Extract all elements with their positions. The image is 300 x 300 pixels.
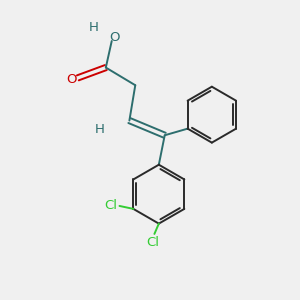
Text: O: O (66, 73, 76, 86)
Text: Cl: Cl (104, 200, 117, 212)
Text: H: H (95, 123, 105, 136)
Text: Cl: Cl (146, 236, 159, 249)
Text: H: H (89, 21, 99, 34)
Text: O: O (110, 31, 120, 44)
